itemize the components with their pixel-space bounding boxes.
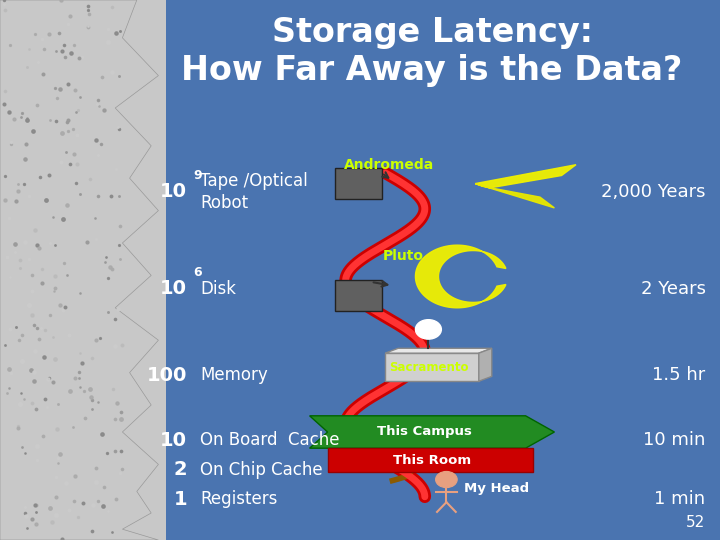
Circle shape <box>436 471 457 488</box>
Text: 1: 1 <box>174 490 187 509</box>
Text: Registers: Registers <box>200 490 277 509</box>
Text: This Campus: This Campus <box>377 426 472 438</box>
Text: 10: 10 <box>161 279 187 299</box>
Text: Tape /Optical
Robot: Tape /Optical Robot <box>200 172 308 212</box>
Text: 1 min: 1 min <box>654 490 706 509</box>
Text: 100: 100 <box>147 366 187 385</box>
Text: This Room: This Room <box>393 454 471 467</box>
Bar <box>0 0 166 540</box>
Polygon shape <box>0 0 158 540</box>
Text: 10: 10 <box>161 430 187 450</box>
Text: 2: 2 <box>174 460 187 480</box>
Text: 6: 6 <box>193 266 202 279</box>
Text: 2 Years: 2 Years <box>641 280 706 298</box>
Text: 9: 9 <box>193 169 202 182</box>
Text: 10: 10 <box>161 182 187 201</box>
Text: Sacramento: Sacramento <box>390 361 469 374</box>
Polygon shape <box>385 353 479 381</box>
Circle shape <box>415 320 441 339</box>
FancyBboxPatch shape <box>335 168 382 199</box>
Polygon shape <box>328 448 533 472</box>
Text: My Head: My Head <box>464 482 529 495</box>
Text: On Board  Cache: On Board Cache <box>200 431 340 449</box>
Text: Pluto: Pluto <box>383 249 423 264</box>
Text: 2,000 Years: 2,000 Years <box>601 183 706 201</box>
Polygon shape <box>479 348 492 381</box>
Text: 1.5 hr: 1.5 hr <box>652 366 706 384</box>
Text: On Chip Cache: On Chip Cache <box>200 461 323 479</box>
Text: Andromeda: Andromeda <box>343 158 434 172</box>
Polygon shape <box>310 416 554 448</box>
Polygon shape <box>475 165 576 188</box>
Text: 10 min: 10 min <box>643 431 706 449</box>
Polygon shape <box>385 348 492 353</box>
Polygon shape <box>415 245 506 308</box>
Text: Disk: Disk <box>200 280 236 298</box>
Polygon shape <box>475 184 554 208</box>
FancyBboxPatch shape <box>335 280 382 310</box>
Text: Storage Latency:: Storage Latency: <box>271 16 593 49</box>
Text: Memory: Memory <box>200 366 268 384</box>
Text: 52: 52 <box>686 515 706 530</box>
Text: How Far Away is the Data?: How Far Away is the Data? <box>181 53 683 87</box>
